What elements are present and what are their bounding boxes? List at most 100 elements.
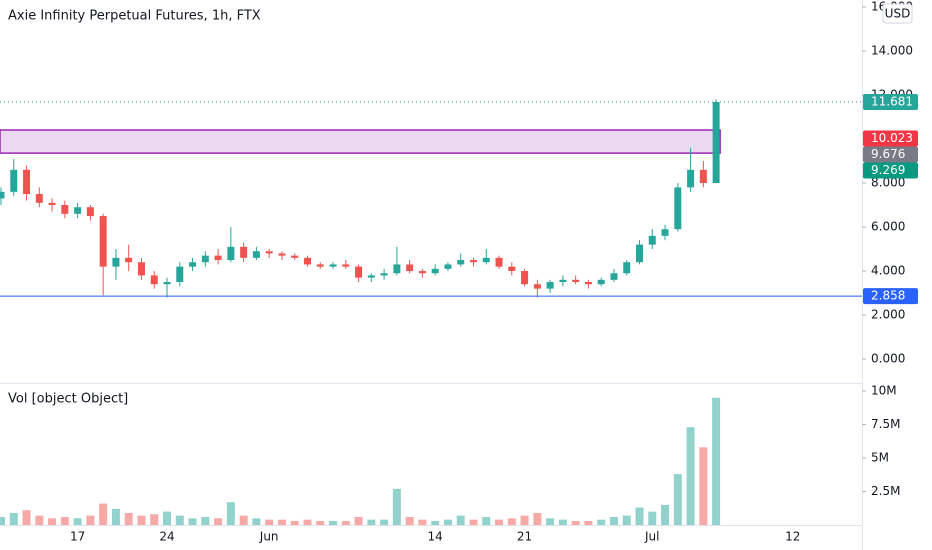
- candle-body: [469, 260, 477, 263]
- candle-body: [252, 251, 260, 258]
- volume-bar: [609, 516, 618, 525]
- volume-bar: [124, 512, 133, 525]
- price-marker-box: [863, 146, 918, 163]
- candle-body: [125, 257, 133, 263]
- volume-bar: [341, 520, 350, 525]
- volume-title: Vol [object Object]: [8, 392, 128, 407]
- volume-bar: [316, 520, 325, 525]
- candle-body: [623, 262, 631, 274]
- candle-body: [367, 275, 375, 278]
- candle-body: [610, 273, 618, 280]
- volume-bar: [597, 519, 606, 525]
- y-tick-label: 7.5M: [871, 417, 900, 431]
- volume-bar: [214, 518, 223, 525]
- candle-body: [482, 257, 490, 263]
- x-tick-label: Jun: [259, 530, 279, 544]
- x-tick-label: 24: [159, 530, 174, 544]
- price-marker-label: 9.676: [871, 147, 905, 161]
- volume-bar: [303, 519, 312, 525]
- volume-bar: [507, 518, 516, 525]
- zone: [0, 129, 721, 154]
- x-tick-label: 21: [517, 530, 532, 544]
- candle-body: [380, 273, 388, 276]
- volume-bar: [201, 516, 210, 525]
- volume-bar: [163, 511, 172, 525]
- volume-bar: [443, 519, 452, 525]
- y-tick-label: 4.000: [871, 264, 905, 278]
- volume-bar: [239, 515, 248, 525]
- chart-title: Axie Infinity Perpetual Futures, 1h, FTX: [8, 9, 261, 24]
- candle-body: [316, 264, 324, 267]
- volume-bar: [329, 520, 338, 525]
- candle-body: [278, 253, 286, 256]
- volume-bar: [673, 474, 682, 525]
- candle-body: [431, 268, 439, 274]
- candle-body: [240, 246, 248, 258]
- candle-body: [329, 264, 337, 267]
- candle-body: [0, 191, 5, 199]
- volume-bar: [367, 519, 376, 525]
- candle-body: [636, 244, 643, 263]
- volume-bar: [137, 515, 146, 525]
- y-tick-label: 0.000: [871, 352, 905, 366]
- candle-body: [112, 257, 120, 267]
- volume-bar: [482, 516, 491, 525]
- candle-body: [418, 271, 426, 274]
- y-tick-label: 14.000: [871, 44, 913, 58]
- volume-bar: [418, 519, 427, 525]
- volume-bar: [188, 518, 197, 525]
- y-tick-label: 8.000: [871, 176, 905, 190]
- x-tick-label: 17: [70, 530, 85, 544]
- volume-bar: [226, 502, 235, 525]
- volume-bar: [277, 519, 286, 525]
- volume-bar: [533, 512, 542, 525]
- candle-body: [86, 207, 94, 217]
- currency-label[interactable]: USD: [885, 7, 911, 21]
- currency-button[interactable]: [882, 3, 913, 24]
- volume-bar: [290, 520, 299, 525]
- volume-bar: [405, 516, 414, 525]
- volume-bar: [99, 503, 108, 525]
- candle-body: [303, 257, 311, 265]
- volume-bar: [571, 520, 580, 525]
- x-tick-label: Jul: [644, 530, 659, 544]
- volume-bar: [661, 504, 670, 525]
- volume-bar: [546, 518, 555, 525]
- volume-bar: [635, 507, 644, 525]
- volume-bar: [495, 519, 504, 525]
- x-tick-label: 12: [785, 530, 800, 544]
- candle-body: [699, 169, 707, 184]
- volume-bar: [35, 515, 44, 525]
- candle-body: [597, 279, 605, 285]
- candle-body: [61, 205, 69, 214]
- candle-body: [35, 194, 43, 203]
- candle-body: [150, 275, 158, 285]
- volume-bar: [0, 516, 5, 525]
- price-marker-label: 9.269: [871, 163, 905, 177]
- price-marker-label: 10.023: [871, 131, 913, 145]
- candle-body: [48, 202, 56, 206]
- volume-bar: [48, 518, 57, 525]
- y-tick-label: 10M: [871, 384, 897, 398]
- candle-body: [137, 262, 145, 276]
- candle-body: [176, 266, 184, 283]
- volume-bar: [73, 518, 82, 525]
- volume-bar: [392, 488, 401, 525]
- candle-body: [201, 255, 209, 263]
- volume-bar: [469, 519, 478, 525]
- candle-body: [495, 257, 503, 267]
- candle-body: [342, 264, 350, 267]
- candle-body: [265, 251, 273, 254]
- candle-body: [406, 264, 414, 272]
- candle-body: [546, 282, 554, 289]
- volume-bar: [111, 508, 120, 525]
- candle-body: [189, 262, 197, 267]
- candle-body: [23, 169, 31, 195]
- candle-body: [74, 207, 82, 214]
- volume-bar: [712, 397, 721, 525]
- volume-bar: [558, 519, 567, 525]
- volume-bar: [252, 518, 261, 525]
- candle-body: [10, 169, 18, 192]
